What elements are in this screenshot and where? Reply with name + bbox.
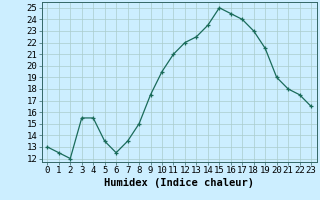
X-axis label: Humidex (Indice chaleur): Humidex (Indice chaleur) xyxy=(104,178,254,188)
